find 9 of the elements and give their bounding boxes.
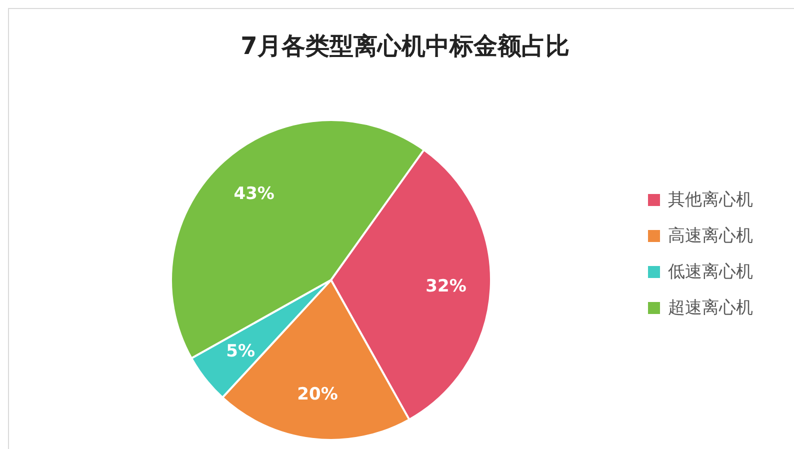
data-label: 20% bbox=[297, 384, 338, 404]
legend-label: 高速离心机 bbox=[668, 226, 753, 246]
legend-label: 低速离心机 bbox=[668, 262, 753, 282]
data-label: 32% bbox=[426, 276, 466, 296]
chart-title: 7月各类型离心机中标金额占比 bbox=[240, 32, 570, 60]
data-label: 43% bbox=[234, 184, 274, 204]
legend-label: 超速离心机 bbox=[668, 298, 753, 318]
legend-label: 其他离心机 bbox=[668, 190, 753, 210]
data-label: 5% bbox=[226, 341, 255, 362]
